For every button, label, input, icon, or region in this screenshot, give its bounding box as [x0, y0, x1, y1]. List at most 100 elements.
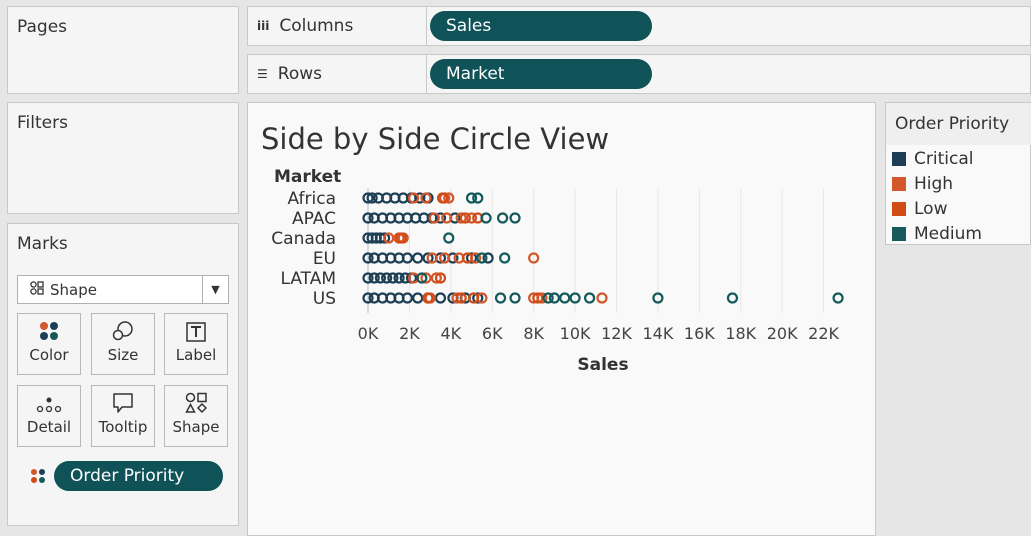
rows-shelf-label: ☰ Rows: [248, 55, 427, 93]
data-point: [439, 252, 451, 264]
legend-swatch: [892, 152, 906, 166]
filters-panel[interactable]: Filters: [7, 102, 239, 214]
label-label: Label: [175, 346, 217, 364]
data-point: [476, 252, 488, 264]
data-point: [472, 192, 484, 204]
pages-title: Pages: [17, 17, 68, 37]
data-point: [412, 252, 424, 264]
x-tick-label: 20K: [767, 324, 798, 343]
market-pill[interactable]: Market: [430, 59, 652, 89]
data-point: [401, 292, 413, 304]
data-point: [652, 292, 664, 304]
sales-pill[interactable]: Sales: [430, 11, 652, 41]
x-tick-label: 16K: [684, 324, 715, 343]
data-point: [726, 292, 739, 304]
order-priority-pill[interactable]: Order Priority: [54, 461, 223, 491]
marks-title: Marks: [17, 234, 68, 254]
color-dots-icon: [30, 468, 46, 488]
data-point: [532, 292, 544, 304]
data-point: [362, 292, 374, 304]
data-point: [422, 292, 434, 304]
data-point: [499, 252, 511, 264]
rows-icon: ☰: [257, 67, 268, 81]
shape-label: Shape: [172, 418, 220, 436]
data-point: [596, 292, 608, 304]
data-point: [401, 252, 413, 264]
legend-item-low[interactable]: Low: [892, 199, 947, 219]
x-axis-title: Sales: [577, 355, 628, 375]
data-point: [455, 292, 467, 304]
data-point: [472, 292, 484, 304]
color-dots-icon: [40, 322, 58, 340]
data-point: [436, 192, 449, 204]
data-point: [548, 292, 560, 304]
data-point: [509, 212, 521, 224]
legend-label: Critical: [914, 149, 974, 169]
data-point: [482, 252, 494, 264]
data-point: [542, 292, 554, 304]
tooltip-button[interactable]: Tooltip: [91, 385, 155, 447]
legend-swatch: [892, 227, 906, 241]
data-point: [569, 292, 581, 304]
data-point: [443, 232, 455, 244]
detail-button[interactable]: Detail: [17, 385, 81, 447]
legend-swatch: [892, 202, 906, 216]
data-point: [832, 292, 844, 304]
size-button[interactable]: Size: [91, 313, 155, 375]
y-axis-header: Market: [274, 167, 341, 187]
data-point: [461, 252, 473, 264]
legend-label: Medium: [914, 224, 982, 244]
detail-label: Detail: [26, 418, 72, 436]
order-priority-legend[interactable]: Order Priority Critical High Low Medium: [885, 102, 1031, 245]
data-point: [536, 292, 548, 304]
pages-panel[interactable]: Pages: [7, 6, 239, 94]
data-point: [434, 212, 447, 224]
color-label: Color: [29, 346, 69, 364]
detail-dots-icon: [36, 397, 62, 413]
x-tick-label: 6K: [482, 324, 503, 343]
tooltip-label: Tooltip: [98, 418, 148, 436]
mark-type-dropdown[interactable]: Shape ▼: [17, 275, 229, 304]
label-button[interactable]: Label: [164, 313, 228, 375]
data-point: [455, 212, 467, 224]
chevron-down-icon[interactable]: ▼: [202, 276, 228, 303]
data-point: [387, 272, 399, 284]
data-point: [378, 232, 391, 244]
legend-label: Low: [914, 199, 948, 219]
row-label: EU: [313, 249, 336, 269]
data-point: [451, 292, 463, 304]
color-button[interactable]: Color: [17, 313, 81, 375]
data-point: [430, 272, 442, 284]
legend-title: Order Priority: [886, 103, 1031, 145]
legend-item-medium[interactable]: Medium: [892, 224, 982, 244]
legend-item-critical[interactable]: Critical: [892, 149, 973, 169]
legend-label: High: [914, 174, 954, 194]
shape-button[interactable]: Shape: [164, 385, 228, 447]
x-tick-label: 12K: [601, 324, 632, 343]
data-point: [465, 192, 478, 204]
data-point: [416, 272, 428, 284]
data-point: [381, 272, 393, 284]
data-point: [583, 292, 596, 304]
speech-bubble-icon: [113, 393, 133, 413]
data-point: [480, 212, 492, 224]
data-point: [459, 212, 471, 224]
data-point: [362, 192, 374, 204]
viz-area: Side by Side Circle View Market Africa APA…: [247, 102, 876, 536]
legend-item-high[interactable]: High: [892, 174, 953, 194]
x-tick-label: 10K: [560, 324, 591, 343]
rows-label: Rows: [277, 64, 322, 84]
row-label: LATAM: [280, 269, 336, 289]
columns-shelf[interactable]: iii Columns Sales: [247, 6, 1031, 46]
label-t-icon: [186, 322, 206, 342]
data-point: [412, 292, 424, 304]
chart-title: Side by Side Circle View: [261, 122, 610, 156]
data-point: [441, 212, 453, 224]
row-label: APAC: [292, 209, 336, 229]
data-point: [434, 292, 447, 304]
x-tick-label: 4K: [440, 324, 461, 343]
data-point: [374, 272, 387, 284]
data-point: [420, 272, 432, 284]
rows-shelf[interactable]: ☰ Rows Market: [247, 54, 1031, 94]
